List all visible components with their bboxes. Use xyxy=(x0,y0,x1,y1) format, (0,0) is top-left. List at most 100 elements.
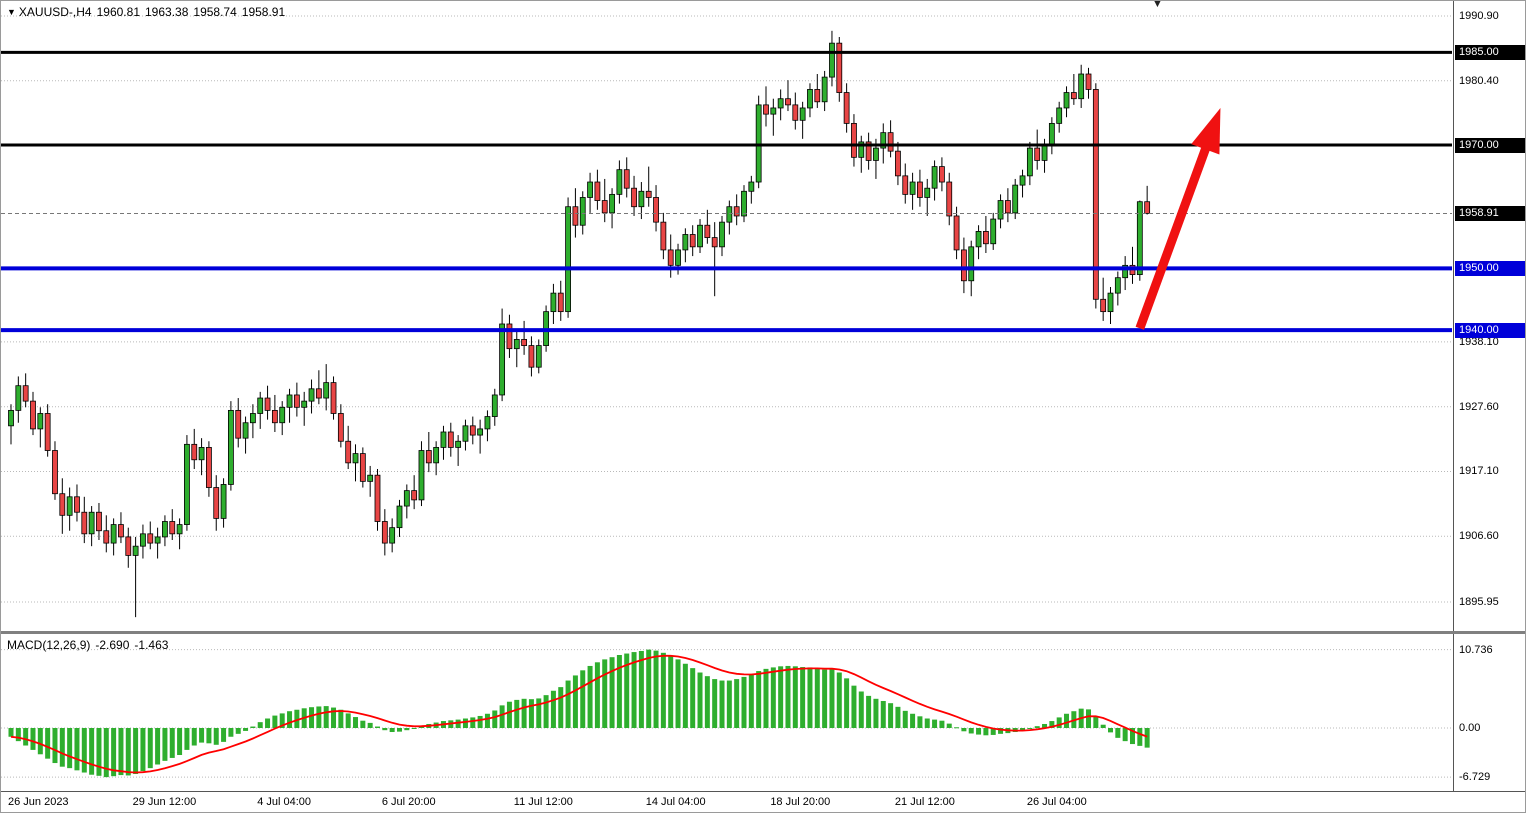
price-axis-label: 1938.10 xyxy=(1459,335,1499,348)
bull-candle xyxy=(587,181,593,198)
chart-dropdown-icon[interactable]: ▼ xyxy=(7,7,16,17)
macd-main-value: -2.690 xyxy=(95,638,130,652)
macd-bar xyxy=(1027,728,1033,729)
bear-candle xyxy=(52,450,58,495)
macd-bar xyxy=(741,676,747,728)
macd-bar xyxy=(558,687,564,728)
macd-bar xyxy=(682,663,688,728)
macd-bar xyxy=(45,728,51,759)
macd-bar xyxy=(103,728,109,778)
macd-bar xyxy=(287,711,293,728)
trend-arrow-annotation[interactable] xyxy=(1135,107,1221,330)
bear-candle xyxy=(191,443,198,461)
bull-candle xyxy=(1048,122,1055,146)
macd-bar xyxy=(499,705,505,728)
bull-candle xyxy=(249,413,256,424)
bear-candle xyxy=(785,98,791,106)
bull-candle xyxy=(1026,147,1033,177)
bear-candle xyxy=(521,339,527,346)
macd-bar xyxy=(133,728,139,774)
bear-candle xyxy=(359,453,366,482)
macd-bar xyxy=(807,667,813,728)
macd-bar xyxy=(631,652,637,728)
macd-bar xyxy=(140,728,146,772)
macd-bar xyxy=(294,709,300,728)
bear-candle xyxy=(345,440,352,464)
bear-candle xyxy=(631,187,637,208)
macd-bar xyxy=(250,726,256,728)
macd-bar xyxy=(910,713,916,728)
price-axis[interactable]: 1990.90 1980.40 1938.10 1927.60 1917.10 1906.… xyxy=(1453,1,1525,791)
macd-bar xyxy=(1020,728,1026,731)
bull-candle xyxy=(755,104,762,183)
bear-candle xyxy=(887,132,894,152)
macd-bar xyxy=(756,671,762,728)
time-axis[interactable]: 26 Jun 2023 29 Jun 12:00 4 Jul 04:00 6 Jul … xyxy=(1,791,1525,812)
macd-bar xyxy=(609,657,615,728)
price-axis-label: 1917.10 xyxy=(1459,465,1499,478)
bear-candle xyxy=(374,474,381,522)
macd-bar xyxy=(858,691,864,728)
bear-candle xyxy=(506,323,513,350)
bear-candle xyxy=(425,450,432,464)
bull-candle xyxy=(176,524,183,535)
macd-bar xyxy=(983,728,989,736)
macd-chart-canvas[interactable] xyxy=(1,634,1452,791)
high-value: 1963.38 xyxy=(145,5,189,19)
bull-candle xyxy=(975,231,982,248)
bull-candle xyxy=(565,206,571,313)
macd-bar xyxy=(668,655,674,728)
bear-candle xyxy=(733,206,740,217)
time-axis-label: 14 Jul 04:00 xyxy=(645,796,706,808)
macd-bar xyxy=(323,706,329,728)
macd-bar xyxy=(1137,728,1143,746)
macd-bar xyxy=(81,728,87,773)
bear-candle xyxy=(1034,147,1041,161)
macd-bar xyxy=(228,728,234,737)
bear-candle xyxy=(601,200,608,214)
bull-candle xyxy=(697,224,703,248)
macd-bar xyxy=(785,665,791,728)
close-value: 1958.91 xyxy=(241,5,286,19)
macd-bar xyxy=(954,727,960,729)
macd-bar xyxy=(726,680,732,728)
bull-candle xyxy=(968,246,975,282)
macd-bar xyxy=(345,713,351,728)
price-axis-label: 1895.95 xyxy=(1459,596,1499,609)
macd-bar xyxy=(455,719,461,728)
chart-shift-marker-icon[interactable]: ▼ xyxy=(1152,0,1163,10)
price-chart-canvas[interactable] xyxy=(1,1,1452,631)
macd-bar xyxy=(580,670,586,728)
macd-bar xyxy=(382,728,388,731)
bull-candle xyxy=(748,181,755,192)
bear-candle xyxy=(836,42,843,93)
bull-candle xyxy=(403,490,410,507)
macd-bar xyxy=(587,665,593,728)
macd-bar xyxy=(550,690,556,728)
bear-candle xyxy=(447,431,454,448)
macd-bar xyxy=(1056,717,1062,728)
bear-candle xyxy=(814,89,821,103)
bear-candle xyxy=(1070,92,1077,100)
macd-bar xyxy=(675,659,681,728)
bear-candle xyxy=(74,496,80,513)
candlestick-series xyxy=(8,30,1151,618)
price-axis-label: 1927.60 xyxy=(1459,400,1499,413)
bear-candle xyxy=(44,413,51,451)
macd-histogram-series xyxy=(8,649,1150,778)
macd-bar xyxy=(778,666,784,728)
macd-signal-value: -1.463 xyxy=(134,638,169,652)
macd-bar xyxy=(939,720,945,728)
bull-candle xyxy=(880,132,887,149)
macd-bar xyxy=(792,666,798,728)
bull-candle xyxy=(638,190,645,208)
macd-bar xyxy=(184,728,190,750)
bull-candle xyxy=(323,382,330,399)
panel-splitter[interactable] xyxy=(1,631,1525,634)
bull-candle xyxy=(455,440,462,448)
macd-bar xyxy=(895,706,901,728)
bull-candle xyxy=(770,107,777,115)
macd-bar xyxy=(653,650,659,728)
macd-bar xyxy=(624,653,630,728)
macd-signal-line xyxy=(10,654,1148,774)
